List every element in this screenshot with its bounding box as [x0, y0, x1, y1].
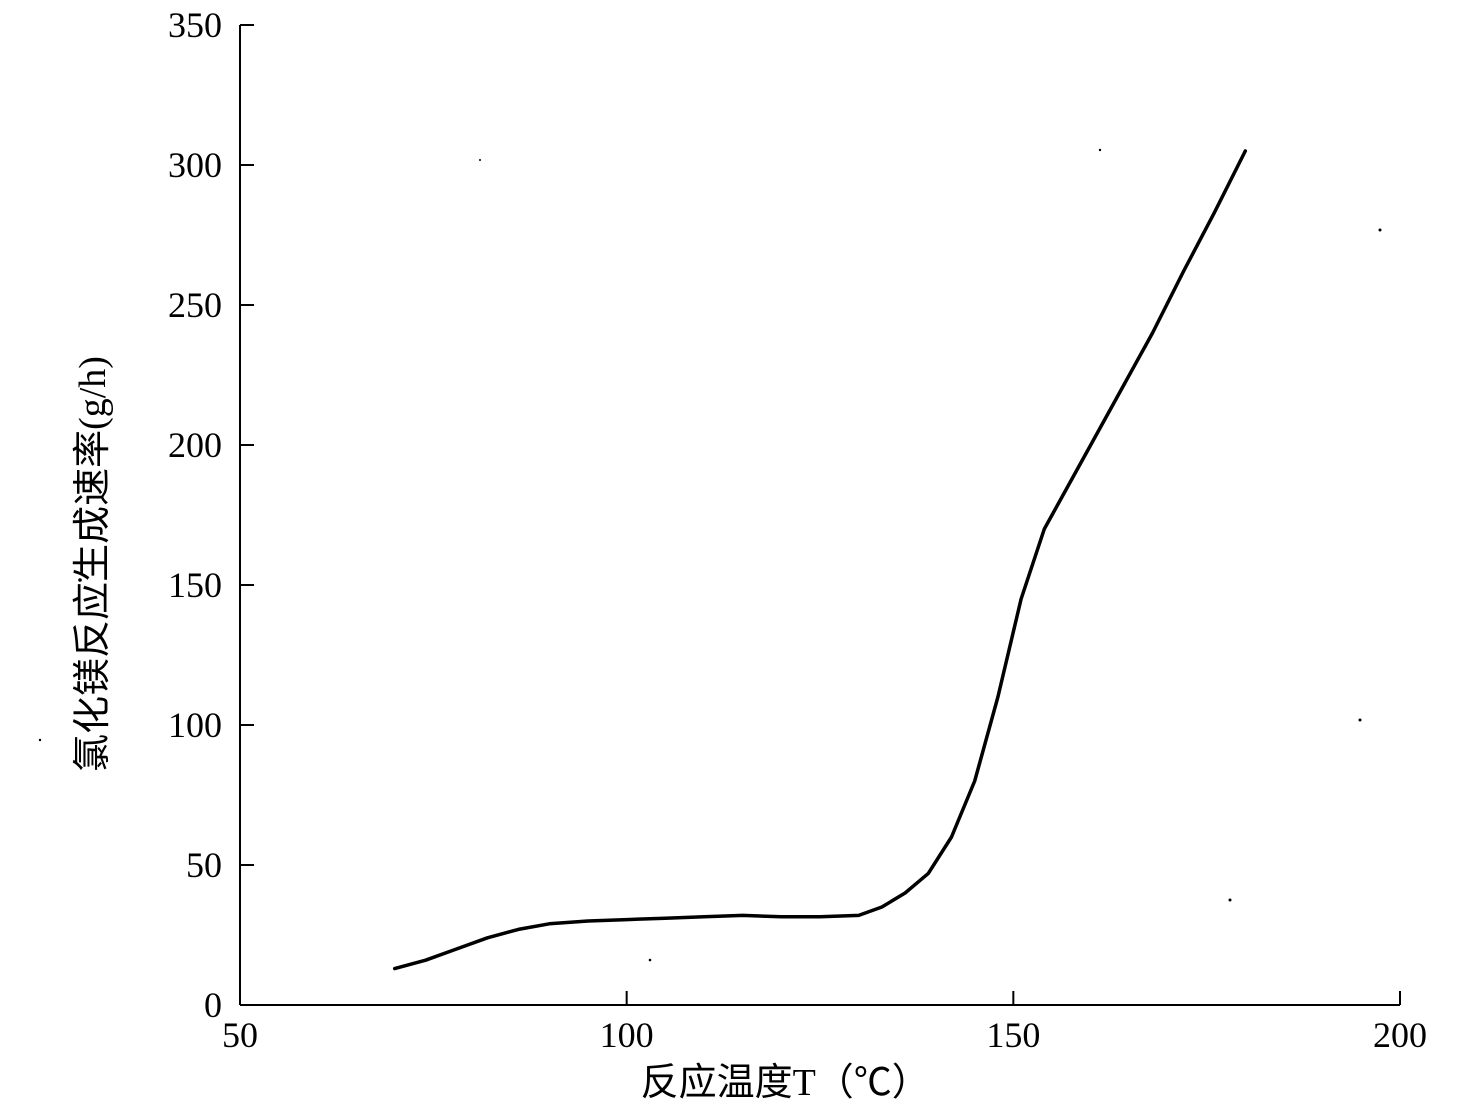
x-axis-label: 反应温度T（℃） [641, 1062, 930, 1104]
scan-noise [1379, 229, 1382, 232]
y-tick-label: 0 [204, 985, 222, 1025]
scan-noise [39, 739, 41, 741]
scan-noise [479, 159, 481, 161]
x-tick-label: 100 [600, 1015, 654, 1055]
scan-noise [78, 578, 82, 582]
y-tick-label: 250 [168, 285, 222, 325]
y-tick-label: 200 [168, 425, 222, 465]
x-tick-label: 150 [986, 1015, 1040, 1055]
scan-noise [1099, 149, 1101, 151]
x-tick-label: 50 [222, 1015, 258, 1055]
y-tick-label: 100 [168, 705, 222, 745]
y-tick-label: 350 [168, 5, 222, 45]
chart-svg: 05010015020025030035050100150200反应温度T（℃）… [0, 0, 1478, 1109]
chart-container: 05010015020025030035050100150200反应温度T（℃）… [0, 0, 1478, 1109]
scan-noise [1229, 899, 1232, 902]
y-tick-label: 50 [186, 845, 222, 885]
y-tick-label: 300 [168, 145, 222, 185]
y-axis-label: 氯化镁反应生成速率(g/h) [72, 356, 114, 772]
y-tick-label: 150 [168, 565, 222, 605]
scan-noise [649, 959, 652, 962]
data-line [395, 151, 1246, 969]
x-tick-label: 200 [1373, 1015, 1427, 1055]
scan-noise [1359, 719, 1362, 722]
